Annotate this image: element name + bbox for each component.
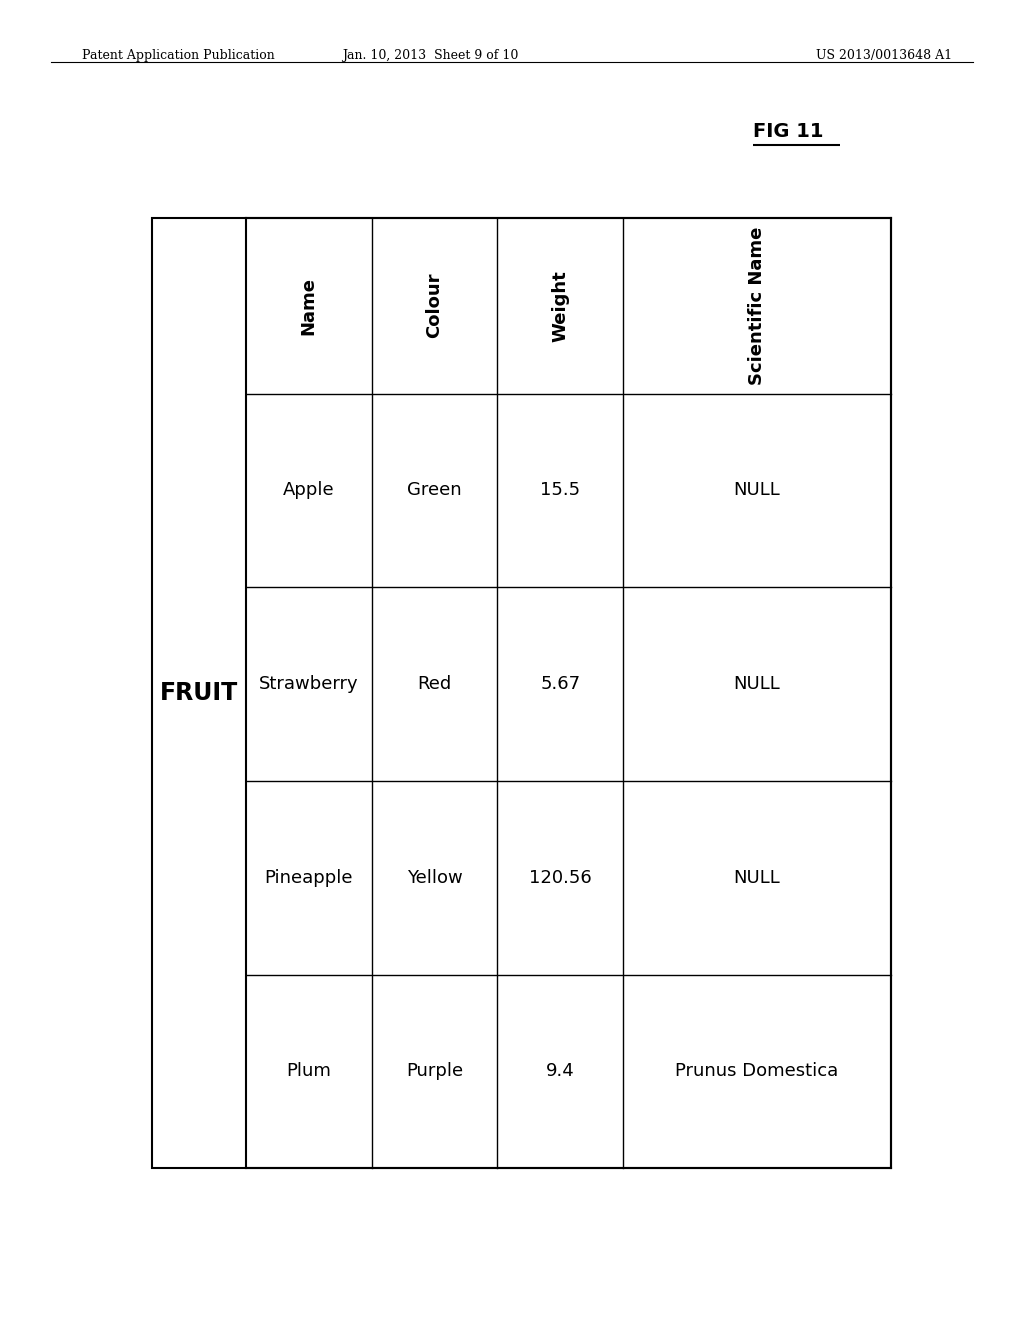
Text: Green: Green (408, 482, 462, 499)
Text: Colour: Colour (425, 273, 443, 338)
Text: Purple: Purple (406, 1063, 463, 1080)
Text: FRUIT: FRUIT (160, 681, 238, 705)
Text: Patent Application Publication: Patent Application Publication (82, 49, 274, 62)
Text: 120.56: 120.56 (528, 869, 592, 887)
Text: 15.5: 15.5 (541, 482, 581, 499)
Text: NULL: NULL (733, 482, 780, 499)
Text: 5.67: 5.67 (541, 675, 581, 693)
Text: Name: Name (300, 277, 317, 335)
Text: Jan. 10, 2013  Sheet 9 of 10: Jan. 10, 2013 Sheet 9 of 10 (342, 49, 518, 62)
Text: 9.4: 9.4 (546, 1063, 574, 1080)
Text: Apple: Apple (283, 482, 335, 499)
Text: Strawberry: Strawberry (259, 675, 358, 693)
Text: Yellow: Yellow (407, 869, 462, 887)
Text: FIG 11: FIG 11 (753, 123, 823, 141)
Text: US 2013/0013648 A1: US 2013/0013648 A1 (816, 49, 952, 62)
Text: Scientific Name: Scientific Name (748, 227, 766, 385)
Text: NULL: NULL (733, 869, 780, 887)
Text: NULL: NULL (733, 675, 780, 693)
Text: Pineapple: Pineapple (264, 869, 353, 887)
Text: Weight: Weight (551, 269, 569, 342)
Text: Red: Red (418, 675, 452, 693)
Text: Prunus Domestica: Prunus Domestica (676, 1063, 839, 1080)
Bar (152, 218, 891, 1168)
Text: Plum: Plum (287, 1063, 331, 1080)
